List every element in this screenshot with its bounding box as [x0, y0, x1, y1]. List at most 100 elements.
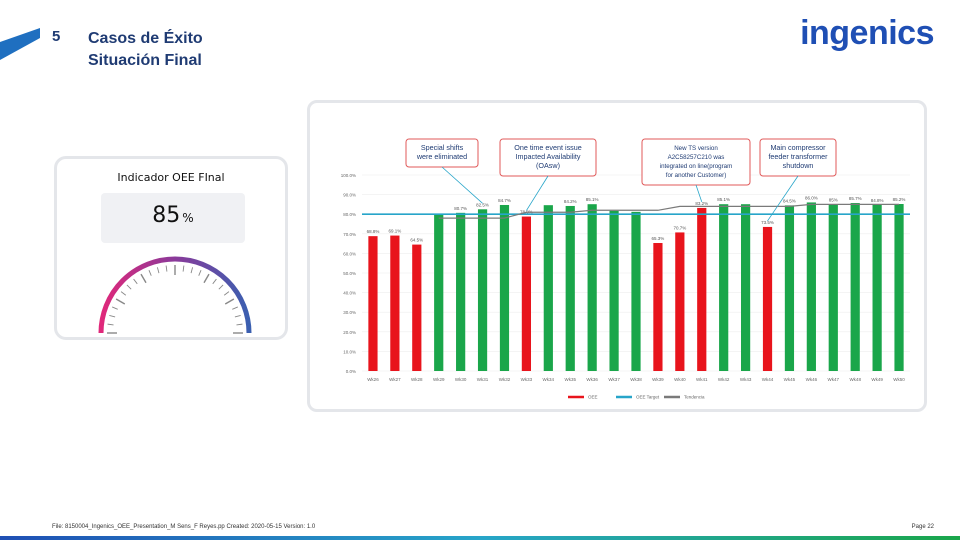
annotation-text: Impacted Availability [516, 152, 581, 161]
chart-bar [675, 232, 685, 371]
y-tick-label: 20.0% [343, 330, 356, 335]
data-label: 64.5% [410, 238, 423, 243]
corner-stripe-decoration [0, 28, 40, 60]
chart-bar [543, 205, 553, 371]
x-tick-label: Wk26 [367, 377, 379, 382]
annotation-text: for another Customer) [666, 172, 727, 179]
data-label: 70.7% [673, 225, 686, 230]
chart-bar [609, 210, 619, 371]
annotation-text: feeder transformer [768, 152, 828, 161]
gauge-tick [223, 291, 230, 296]
gauge-value: 85 [152, 203, 181, 228]
annotation-text: Main compressor [770, 143, 826, 152]
x-tick-label: Wk42 [718, 377, 730, 382]
page-title-line1: Casos de Éxito [88, 30, 203, 47]
chart-bar [719, 204, 729, 371]
chart-bar [434, 213, 444, 371]
gauge-tick [190, 267, 194, 274]
data-label: 84.8% [871, 198, 884, 203]
chart-bar [806, 202, 816, 371]
x-tick-label: Wk43 [740, 377, 752, 382]
gauge-tick [203, 273, 210, 284]
gauge-tick [133, 278, 138, 285]
annotation-text: shutdown [783, 161, 814, 170]
gauge-tick [165, 265, 168, 272]
x-tick-label: Wk32 [499, 377, 511, 382]
chart-bar [390, 235, 400, 371]
x-tick-label: Wk47 [828, 377, 840, 382]
data-label: 85.7% [849, 196, 862, 201]
chart-bar [740, 204, 751, 371]
gauge-tick [218, 284, 224, 290]
chart-bar [565, 205, 575, 371]
annotation-box [405, 138, 479, 168]
annotation-text: were eliminated [416, 152, 467, 161]
data-label: 68.8% [367, 229, 380, 234]
annotation-text: Special shifts [421, 143, 464, 152]
oee-bar-chart: 0.0% 10.0% 20.0% 30.0% 40.0% 50.0% 60.0% 70.0% 8… [341, 138, 910, 400]
data-label: 84.5% [783, 198, 796, 203]
annotation-text: New TS version [674, 145, 718, 152]
oee-chart-card: 0.0% 10.0% 20.0% 30.0% 40.0% 50.0% 60.0% 70.0% 8… [307, 100, 927, 412]
x-tick-label: Wk45 [784, 377, 796, 382]
annotation-pointer [526, 175, 549, 211]
chart-bar [762, 226, 773, 371]
gauge-tick [212, 278, 217, 285]
gauge-tick [115, 298, 126, 305]
y-tick-label: 10.0% [343, 349, 356, 354]
gauge-tick [126, 284, 132, 290]
gauge-dial [98, 256, 252, 334]
gauge-tick [182, 265, 185, 272]
oee-gauge-card: Indicador OEE FInal 85% [54, 156, 288, 340]
chart-bar [894, 204, 904, 371]
gauge-tick [107, 323, 114, 326]
x-tick-label: Wk29 [433, 377, 445, 382]
y-tick-label: 100.0% [341, 173, 356, 178]
annotation-text: (OAsw) [536, 161, 560, 170]
y-tick-label: 0.0% [346, 369, 356, 374]
x-tick-label: Wk34 [543, 377, 555, 382]
x-tick-label: Wk30 [455, 377, 467, 382]
y-tick-label: 80.0% [343, 212, 356, 217]
chart-bar [412, 244, 422, 371]
data-label: 84.2% [564, 199, 577, 204]
x-tick-label: Wk33 [521, 377, 533, 382]
data-label: 85.1% [717, 197, 730, 202]
x-tick-label: Wk48 [849, 377, 861, 382]
gauge-tick [156, 267, 160, 274]
annotation-pointer [767, 175, 799, 222]
page-title: Casos de Éxito Situación Final [88, 28, 203, 72]
y-tick-label: 40.0% [343, 291, 356, 296]
chart-bar [499, 204, 510, 371]
x-tick-label: Wk40 [674, 377, 686, 382]
annotation-text: integrated on line(program [660, 163, 733, 170]
gauge-tick [234, 314, 241, 318]
gauge-tick [232, 306, 238, 310]
y-tick-label: 30.0% [343, 310, 356, 315]
data-label: 85.2% [893, 197, 906, 202]
x-tick-label: Wk35 [564, 377, 576, 382]
footer-file-info: File: 8150004_Ingenics_OEE_Presentation_… [52, 524, 316, 530]
data-label: 65.3% [652, 236, 665, 241]
gauge-tick [224, 298, 235, 305]
chart-bar [653, 243, 663, 371]
x-tick-label: Wk46 [806, 377, 818, 382]
chart-bar [697, 207, 707, 371]
x-tick-label: Wk28 [411, 377, 423, 382]
x-tick-label: Wk39 [652, 377, 664, 382]
legend-label: OEE [588, 395, 598, 400]
gauge-value-box: 85% [101, 193, 245, 243]
gauge-tick [198, 270, 202, 276]
chart-bar [477, 209, 488, 371]
annotation-text: One time event issue [514, 143, 582, 152]
data-label: 73.5% [761, 220, 774, 225]
x-tick-label: Wk36 [586, 377, 598, 382]
gauge-tick [112, 306, 118, 310]
x-tick-label: Wk49 [871, 377, 883, 382]
annotation-text: A2C58257C210 was [668, 154, 725, 161]
chart-bar [631, 211, 641, 371]
chart-bar [368, 236, 378, 371]
trend-line [438, 203, 900, 219]
chart-bar [872, 204, 882, 371]
annotation-pointer [695, 184, 703, 203]
